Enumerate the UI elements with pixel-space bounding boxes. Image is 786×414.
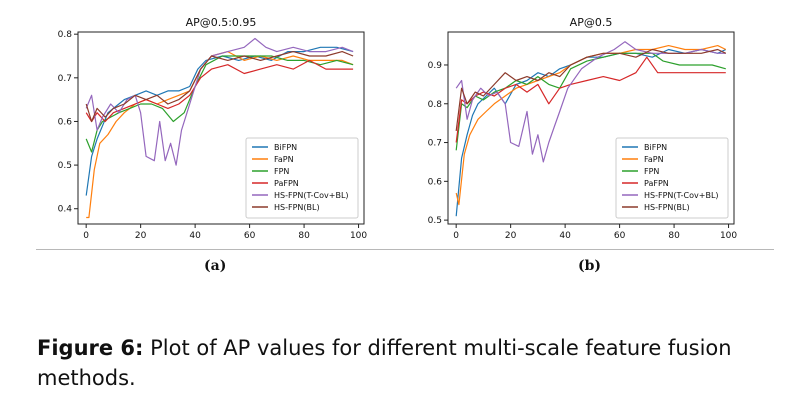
chart-ap-050-095: AP@0.5:0.95 0 20 40 60 80 100 0.4 0.5 0.6 0.7 0.8 Bi… xyxy=(58,16,368,241)
legend-label-bifpn: BiFPN xyxy=(274,143,297,152)
series-line-bifpn xyxy=(455,48,727,217)
series-line-pafpn xyxy=(455,56,726,143)
chart-title: AP@0.5 xyxy=(570,16,613,29)
x-tick-label: 100 xyxy=(720,231,737,241)
legend-label-pafpn: PaFPN xyxy=(644,179,669,188)
series-line-hs-fpn-bl xyxy=(85,50,354,123)
y-tick-label: 0.9 xyxy=(428,61,443,71)
x-tick-label: 20 xyxy=(505,231,517,241)
series-group xyxy=(85,37,354,219)
series-line-hs-fpn-bl xyxy=(455,48,727,131)
subfigure-label-a: (a) xyxy=(204,258,227,274)
series-group xyxy=(455,41,727,217)
y-tick-label: 0.8 xyxy=(58,30,73,40)
x-tick-label: 60 xyxy=(614,231,626,241)
legend-label-hs-fpn-t-cov-bl: HS-FPN(T-Cov+BL) xyxy=(644,191,719,200)
chart-ap-050: AP@0.5 0 20 40 60 80 100 0.5 0.6 0.7 0.8 0.9 BiFPN Fa… xyxy=(428,16,738,241)
series-line-pafpn xyxy=(85,59,354,123)
y-tick-label: 0.6 xyxy=(58,117,73,127)
series-line-fapn xyxy=(86,50,354,219)
subfigure-label-b: (b) xyxy=(578,258,602,274)
x-tick-label: 40 xyxy=(559,231,571,241)
x-tick-label: 20 xyxy=(135,231,147,241)
x-tick-label: 100 xyxy=(350,231,367,241)
legend-label-fpn: FPN xyxy=(274,167,289,176)
x-tick-label: 80 xyxy=(668,231,680,241)
caption-text: Plot of AP values for different multi-sc… xyxy=(37,336,732,390)
series-line-hs-fpn-t-cov-bl xyxy=(85,37,354,166)
legend-label-fapn: FaPN xyxy=(274,155,294,164)
legend-label-fpn: FPN xyxy=(644,167,659,176)
figure-caption: Figure 6: Plot of AP values for differen… xyxy=(37,333,767,393)
figure-divider xyxy=(36,249,774,250)
y-tick-label: 0.8 xyxy=(428,100,443,110)
legend: BiFPN FaPN FPN PaFPN HS-FPN(T-Cov+BL) HS-FPN(… xyxy=(615,137,729,219)
legend-label-fapn: FaPN xyxy=(644,155,664,164)
legend: BiFPN FaPN FPN PaFPN HS-FPN(T-Cov+BL) HS-FPN(… xyxy=(245,137,359,219)
x-tick-label: 60 xyxy=(244,231,256,241)
legend-label-hs-fpn-bl: HS-FPN(BL) xyxy=(644,203,690,212)
x-tick-label: 0 xyxy=(453,231,459,241)
y-tick-label: 0.5 xyxy=(428,216,442,226)
legend-label-hs-fpn-bl: HS-FPN(BL) xyxy=(274,203,320,212)
x-tick-label: 0 xyxy=(83,231,89,241)
legend-box xyxy=(245,137,359,219)
y-tick-label: 0.7 xyxy=(428,139,442,149)
chart-title: AP@0.5:0.95 xyxy=(186,16,257,29)
caption-label: Figure 6: xyxy=(37,336,144,360)
legend-label-hs-fpn-t-cov-bl: HS-FPN(T-Cov+BL) xyxy=(274,191,349,200)
legend-label-pafpn: PaFPN xyxy=(274,179,299,188)
x-tick-label: 40 xyxy=(189,231,201,241)
y-tick-label: 0.7 xyxy=(58,74,72,84)
x-tick-label: 80 xyxy=(298,231,310,241)
legend-box xyxy=(615,137,729,219)
y-tick-label: 0.6 xyxy=(428,177,443,187)
y-tick-label: 0.5 xyxy=(58,161,72,171)
legend-label-bifpn: BiFPN xyxy=(644,143,667,152)
y-tick-label: 0.4 xyxy=(58,205,73,215)
